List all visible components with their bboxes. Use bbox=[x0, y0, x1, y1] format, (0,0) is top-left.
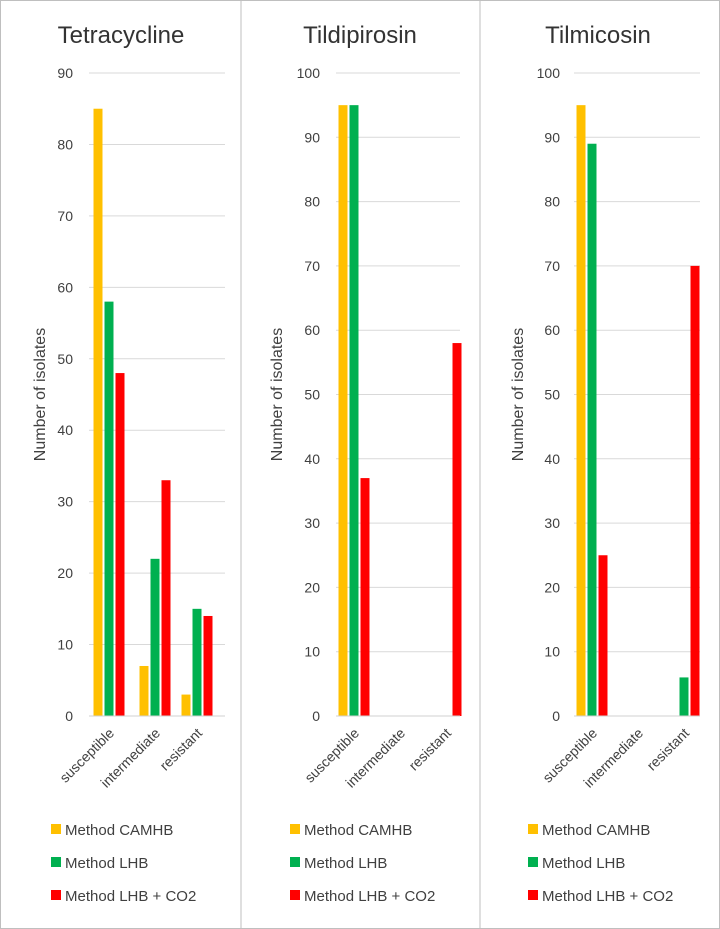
legend-label: Method LHB + CO2 bbox=[542, 888, 673, 905]
legend-swatch bbox=[290, 824, 300, 834]
legend-swatch bbox=[290, 857, 300, 867]
y-tick-label: 10 bbox=[544, 644, 560, 660]
bar-susceptible-method-camhb bbox=[338, 105, 348, 716]
y-tick-label: 50 bbox=[544, 387, 560, 403]
chart-title: Tildipirosin bbox=[303, 22, 417, 49]
y-tick-label: 40 bbox=[304, 451, 320, 467]
y-tick-label: 100 bbox=[297, 65, 321, 81]
y-tick-label: 70 bbox=[57, 208, 73, 224]
bar-intermediate-method-lhb-co2 bbox=[161, 480, 171, 716]
y-axis-label: Number of isolates bbox=[32, 328, 49, 461]
legend-label: Method LHB + CO2 bbox=[65, 888, 196, 905]
bar-intermediate-method-lhb bbox=[150, 558, 160, 716]
y-tick-label: 40 bbox=[57, 422, 73, 438]
y-tick-label: 50 bbox=[57, 351, 73, 367]
y-tick-label: 20 bbox=[304, 579, 320, 595]
legend-label: Method CAMHB bbox=[304, 822, 412, 839]
legend-swatch bbox=[51, 857, 61, 867]
y-axis-label: Number of isolates bbox=[510, 328, 527, 461]
y-tick-label: 90 bbox=[304, 129, 320, 145]
y-tick-label: 60 bbox=[304, 322, 320, 338]
legend-swatch bbox=[528, 857, 538, 867]
bar-resistant-method-lhb-co2 bbox=[203, 615, 213, 716]
bar-susceptible-method-lhb bbox=[349, 105, 359, 716]
y-tick-label: 20 bbox=[57, 565, 73, 581]
bar-resistant-method-lhb bbox=[192, 608, 202, 716]
bar-susceptible-method-lhb-co2 bbox=[115, 373, 125, 716]
legend-label: Method LHB bbox=[65, 855, 148, 872]
bar-resistant-method-camhb bbox=[181, 694, 191, 716]
y-tick-label: 50 bbox=[304, 387, 320, 403]
bar-susceptible-method-camhb bbox=[93, 108, 103, 716]
y-tick-label: 30 bbox=[304, 515, 320, 531]
legend-swatch bbox=[528, 824, 538, 834]
y-tick-label: 0 bbox=[552, 708, 560, 724]
legend-label: Method LHB bbox=[542, 855, 625, 872]
bar-susceptible-method-lhb bbox=[104, 301, 114, 716]
bar-resistant-method-lhb-co2 bbox=[690, 265, 700, 716]
bar-susceptible-method-lhb-co2 bbox=[360, 478, 370, 716]
bar-resistant-method-lhb-co2 bbox=[452, 343, 462, 716]
bar-susceptible-method-lhb bbox=[587, 143, 597, 717]
y-tick-label: 10 bbox=[304, 644, 320, 660]
legend-label: Method LHB + CO2 bbox=[304, 888, 435, 905]
legend-label: Method CAMHB bbox=[65, 822, 173, 839]
bar-intermediate-method-camhb bbox=[139, 665, 149, 716]
y-tick-label: 70 bbox=[304, 258, 320, 274]
bar-susceptible-method-camhb bbox=[576, 105, 586, 716]
y-tick-label: 60 bbox=[544, 322, 560, 338]
chart-title: Tilmicosin bbox=[545, 22, 651, 49]
y-tick-label: 30 bbox=[544, 515, 560, 531]
legend-swatch bbox=[290, 890, 300, 900]
y-tick-label: 70 bbox=[544, 258, 560, 274]
y-tick-label: 0 bbox=[65, 708, 73, 724]
y-tick-label: 80 bbox=[57, 136, 73, 152]
y-tick-label: 100 bbox=[537, 65, 561, 81]
legend-swatch bbox=[51, 890, 61, 900]
y-tick-label: 20 bbox=[544, 579, 560, 595]
y-tick-label: 10 bbox=[57, 637, 73, 653]
legend-label: Method CAMHB bbox=[542, 822, 650, 839]
y-tick-label: 60 bbox=[57, 279, 73, 295]
y-tick-label: 40 bbox=[544, 451, 560, 467]
legend-swatch bbox=[528, 890, 538, 900]
legend-label: Method LHB bbox=[304, 855, 387, 872]
bar-resistant-method-lhb bbox=[679, 677, 689, 716]
legend-swatch bbox=[51, 824, 61, 834]
y-tick-label: 80 bbox=[304, 194, 320, 210]
y-tick-label: 30 bbox=[57, 494, 73, 510]
y-tick-label: 80 bbox=[544, 194, 560, 210]
y-tick-label: 90 bbox=[544, 129, 560, 145]
y-axis-label: Number of isolates bbox=[269, 328, 286, 461]
y-tick-label: 0 bbox=[312, 708, 320, 724]
y-tick-label: 90 bbox=[57, 65, 73, 81]
chart-title: Tetracycline bbox=[58, 22, 185, 49]
bar-susceptible-method-lhb-co2 bbox=[598, 555, 608, 716]
